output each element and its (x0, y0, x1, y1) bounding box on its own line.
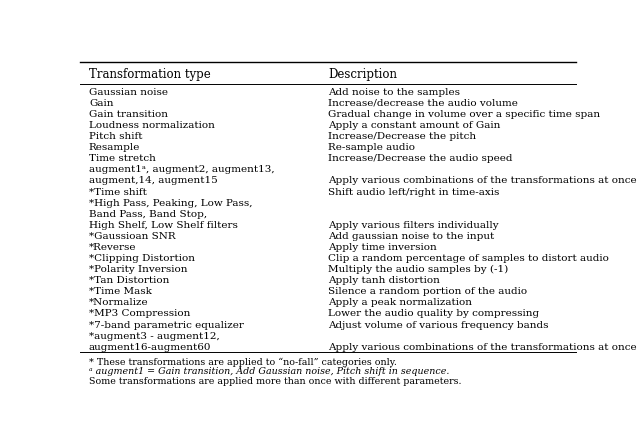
Text: Resample: Resample (89, 143, 140, 152)
Text: Shift audio left/right in time-axis: Shift audio left/right in time-axis (328, 187, 499, 197)
Text: augment16-augment60: augment16-augment60 (89, 343, 211, 352)
Text: *Polarity Inversion: *Polarity Inversion (89, 265, 188, 274)
Text: Adjust volume of various frequency bands: Adjust volume of various frequency bands (328, 320, 548, 330)
Text: Gradual change in volume over a specific time span: Gradual change in volume over a specific… (328, 110, 600, 119)
Text: *Time Mask: *Time Mask (89, 287, 152, 296)
Text: Apply various combinations of the transformations at once: Apply various combinations of the transf… (328, 343, 637, 352)
Text: Add noise to the samples: Add noise to the samples (328, 88, 460, 97)
Text: *Gaussioan SNR: *Gaussioan SNR (89, 232, 175, 241)
Text: Apply time inversion: Apply time inversion (328, 243, 436, 252)
Text: Increase/decrease the audio volume: Increase/decrease the audio volume (328, 99, 518, 108)
Text: *Clipping Distortion: *Clipping Distortion (89, 254, 195, 263)
Text: *Normalize: *Normalize (89, 299, 148, 307)
Text: *MP3 Compression: *MP3 Compression (89, 309, 190, 319)
Text: Silence a random portion of the audio: Silence a random portion of the audio (328, 287, 527, 296)
Text: Increase/Decrease the pitch: Increase/Decrease the pitch (328, 132, 476, 141)
Text: Gain transition: Gain transition (89, 110, 168, 119)
Text: Loudness normalization: Loudness normalization (89, 121, 215, 130)
Text: *Tan Distortion: *Tan Distortion (89, 276, 170, 285)
Text: *High Pass, Peaking, Low Pass,: *High Pass, Peaking, Low Pass, (89, 198, 252, 208)
Text: Re-sample audio: Re-sample audio (328, 143, 415, 152)
Text: *Reverse: *Reverse (89, 243, 136, 252)
Text: Lower the audio quality by compressing: Lower the audio quality by compressing (328, 309, 539, 319)
Text: Clip a random percentage of samples to distort audio: Clip a random percentage of samples to d… (328, 254, 609, 263)
Text: *Time shift: *Time shift (89, 187, 147, 197)
Text: * These transformations are applied to “no-fall” categories only.: * These transformations are applied to “… (89, 357, 397, 367)
Text: augment,14, augment15: augment,14, augment15 (89, 177, 218, 186)
Text: Apply a constant amount of Gain: Apply a constant amount of Gain (328, 121, 500, 130)
Text: Apply various combinations of the transformations at once: Apply various combinations of the transf… (328, 177, 637, 186)
Text: Multiply the audio samples by (-1): Multiply the audio samples by (-1) (328, 265, 508, 274)
Text: ᵃ augment1 = Gain transition, Add Gaussian noise, Pitch shift in sequence.: ᵃ augment1 = Gain transition, Add Gaussi… (89, 367, 449, 376)
Text: High Shelf, Low Shelf filters: High Shelf, Low Shelf filters (89, 221, 238, 230)
Text: *augment3 - augment12,: *augment3 - augment12, (89, 332, 220, 340)
Text: Time stretch: Time stretch (89, 154, 156, 163)
Text: Band Pass, Band Stop,: Band Pass, Band Stop, (89, 210, 207, 219)
Text: Gain: Gain (89, 99, 113, 108)
Text: Apply tanh distortion: Apply tanh distortion (328, 276, 440, 285)
Text: Increase/Decrease the audio speed: Increase/Decrease the audio speed (328, 154, 513, 163)
Text: Apply a peak normalization: Apply a peak normalization (328, 299, 472, 307)
Text: Apply various filters individually: Apply various filters individually (328, 221, 499, 230)
Text: Pitch shift: Pitch shift (89, 132, 143, 141)
Text: Transformation type: Transformation type (89, 69, 211, 81)
Text: Add gaussian noise to the input: Add gaussian noise to the input (328, 232, 494, 241)
Text: Gaussian noise: Gaussian noise (89, 88, 168, 97)
Text: Some transformations are applied more than once with different parameters.: Some transformations are applied more th… (89, 377, 461, 386)
Text: Description: Description (328, 69, 397, 81)
Text: augment1ᵃ, augment2, augment13,: augment1ᵃ, augment2, augment13, (89, 166, 275, 174)
Text: *7-band parametric equalizer: *7-band parametric equalizer (89, 320, 244, 330)
